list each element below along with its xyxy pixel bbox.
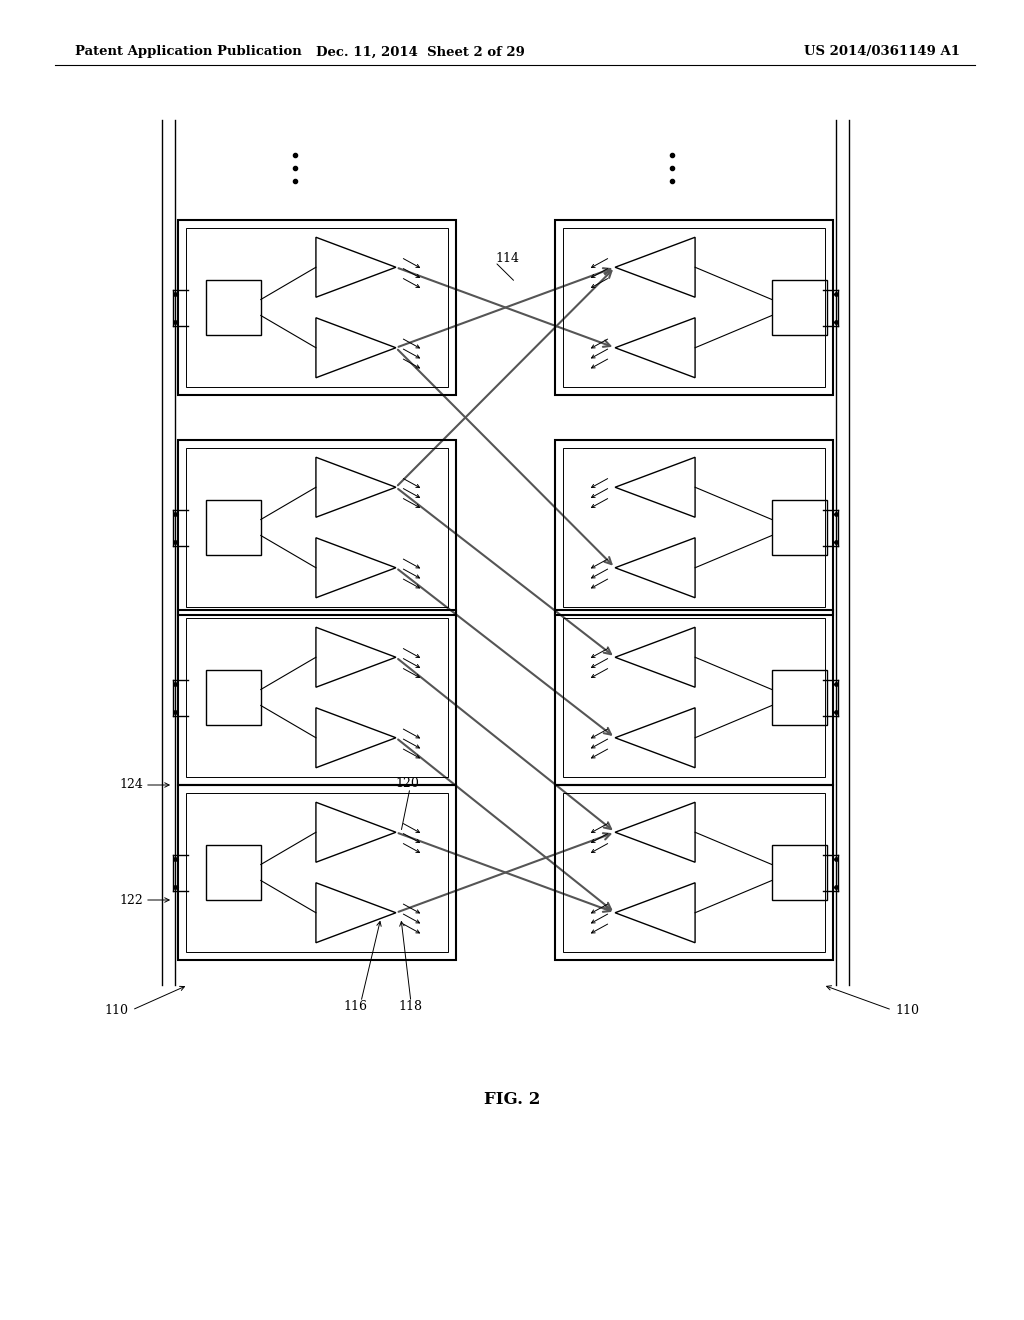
Text: 114: 114 [495,252,519,265]
Bar [178,440,456,615]
Bar [772,671,826,725]
Bar [555,610,833,785]
Bar [178,220,456,395]
Bar [555,220,833,395]
Text: 116: 116 [344,1001,368,1012]
Bar [772,500,826,554]
Bar [206,500,261,554]
Bar [186,228,449,387]
Bar [178,610,456,785]
Text: 110: 110 [895,1003,919,1016]
Text: FIG. 2: FIG. 2 [483,1092,541,1109]
Text: 124: 124 [119,779,143,792]
Bar [772,280,826,335]
Bar [186,447,449,607]
Bar [555,440,833,615]
Bar [206,280,261,335]
Text: 118: 118 [399,1001,423,1012]
Text: Dec. 11, 2014  Sheet 2 of 29: Dec. 11, 2014 Sheet 2 of 29 [315,45,524,58]
Bar [555,785,833,960]
Bar [206,671,261,725]
Bar [206,845,261,900]
Bar [186,793,449,952]
Text: 110: 110 [104,1003,128,1016]
Text: 122: 122 [119,894,143,907]
Bar [178,785,456,960]
Text: Patent Application Publication: Patent Application Publication [75,45,302,58]
Bar [563,618,825,777]
Bar [772,845,826,900]
Text: US 2014/0361149 A1: US 2014/0361149 A1 [804,45,961,58]
Bar [563,447,825,607]
Bar [186,618,449,777]
Text: 120: 120 [395,777,419,789]
Bar [563,228,825,387]
Bar [563,793,825,952]
